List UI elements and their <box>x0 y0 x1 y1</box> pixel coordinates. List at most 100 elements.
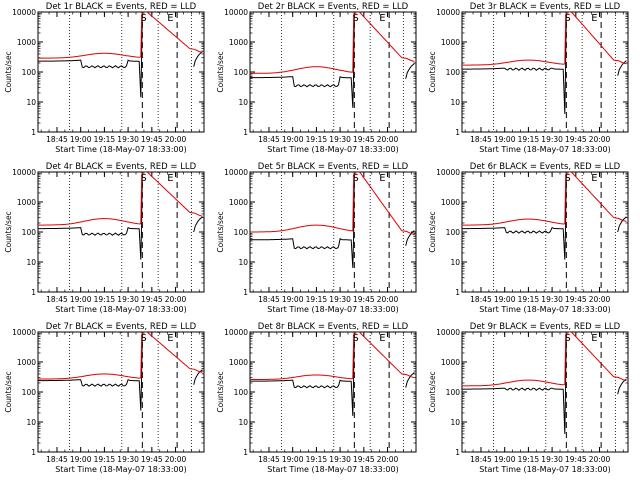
y-tick-label: 1000 <box>229 38 248 47</box>
marker-label-e: E <box>167 13 173 24</box>
marker-label-e: E <box>167 333 173 344</box>
x-tick-label: 20:00 <box>589 135 611 144</box>
plot-frame <box>461 331 629 453</box>
y-axis-label: Counts/sec <box>428 371 437 412</box>
y-tick-label: 1 <box>243 448 248 457</box>
y-tick-label: 10 <box>26 98 36 107</box>
y-tick-label: 10 <box>238 258 248 267</box>
events-series-line <box>250 172 355 268</box>
lld-series-line <box>250 332 415 380</box>
x-tick-label: 18:45 <box>46 135 68 144</box>
events-series-line <box>38 332 143 411</box>
x-tick-label: 19:15 <box>306 455 328 464</box>
marker-label-s: S <box>352 333 358 344</box>
plot-frame <box>37 11 205 133</box>
y-tick-label: 100 <box>22 68 37 77</box>
x-tick-label: 19:00 <box>494 455 516 464</box>
x-tick-label: 18:45 <box>470 455 492 464</box>
y-tick-label: 1 <box>31 288 36 297</box>
series-group <box>250 12 415 108</box>
x-tick-label: 19:30 <box>541 295 563 304</box>
y-axis-label: Counts/sec <box>216 371 225 412</box>
y-tick-label: 100 <box>446 68 461 77</box>
y-tick-label: 1 <box>243 288 248 297</box>
x-tick-label: 19:45 <box>353 455 375 464</box>
y-tick-label: 100 <box>234 68 249 77</box>
events-series-line <box>462 12 567 114</box>
events-series-line <box>38 12 143 98</box>
lld-series-line <box>462 172 627 226</box>
y-tick-label: 100 <box>446 388 461 397</box>
events-series-line <box>462 332 567 434</box>
marker-label-e: E <box>379 173 385 184</box>
y-tick-label: 10 <box>238 98 248 107</box>
x-tick-label: 20:00 <box>165 295 187 304</box>
marker-label-e: E <box>591 173 597 184</box>
y-tick-label: 1000 <box>441 358 460 367</box>
x-tick-label: 20:00 <box>377 295 399 304</box>
y-tick-label: 1000 <box>229 198 248 207</box>
x-tick-label: 19:00 <box>282 295 304 304</box>
y-tick-label: 1000 <box>441 38 460 47</box>
panel-title: Det 7r BLACK = Events, RED = LLD <box>46 322 197 332</box>
lld-series-line <box>250 12 415 74</box>
y-tick-label: 10000 <box>12 168 36 177</box>
x-axis-label: Start Time (18-May-07 18:33:00) <box>479 305 610 314</box>
series-group <box>38 172 203 260</box>
x-tick-label: 19:30 <box>329 295 351 304</box>
x-tick-label: 19:00 <box>70 295 92 304</box>
y-tick-label: 10 <box>450 258 460 267</box>
x-tick-label: 19:45 <box>353 135 375 144</box>
y-tick-label: 1 <box>31 128 36 137</box>
y-tick-label: 10000 <box>12 8 36 17</box>
x-tick-label: 19:15 <box>306 295 328 304</box>
y-tick-label: 100 <box>446 228 461 237</box>
lld-series-line <box>38 172 203 226</box>
x-tick-label: 20:00 <box>589 455 611 464</box>
events-series-tail <box>405 372 415 388</box>
series-group <box>462 332 627 434</box>
y-tick-label: 100 <box>234 388 249 397</box>
y-tick-label: 1 <box>31 448 36 457</box>
marker-label-e: E <box>591 13 597 24</box>
y-tick-label: 10000 <box>224 328 248 337</box>
x-tick-label: 18:45 <box>258 455 280 464</box>
events-series-tail <box>193 51 203 67</box>
panel-title: Det 5r BLACK = Events, RED = LLD <box>258 162 409 172</box>
y-tick-label: 10 <box>450 418 460 427</box>
events-series-tail <box>193 216 203 233</box>
x-tick-label: 18:45 <box>470 295 492 304</box>
lld-series-line <box>462 12 627 66</box>
y-tick-label: 1 <box>455 128 460 137</box>
x-tick-label: 20:00 <box>165 135 187 144</box>
x-axis-label: Start Time (18-May-07 18:33:00) <box>479 145 610 154</box>
x-tick-label: 20:00 <box>377 455 399 464</box>
events-series-line <box>250 332 355 416</box>
plot-frame <box>461 11 629 133</box>
plot-frame <box>37 171 205 293</box>
x-tick-label: 19:00 <box>494 295 516 304</box>
x-tick-label: 19:00 <box>282 455 304 464</box>
x-tick-label: 19:45 <box>141 135 163 144</box>
events-series-line <box>462 172 567 260</box>
x-tick-label: 19:15 <box>518 135 540 144</box>
y-tick-label: 10 <box>26 418 36 427</box>
y-tick-label: 10000 <box>436 8 460 17</box>
y-axis-label: Counts/sec <box>4 51 13 92</box>
y-axis-label: Counts/sec <box>216 211 225 252</box>
marker-label-s: S <box>352 173 358 184</box>
lld-series-line <box>38 332 203 380</box>
events-series-line <box>38 172 143 260</box>
x-tick-label: 18:45 <box>258 135 280 144</box>
events-series-tail <box>405 230 415 246</box>
y-tick-label: 10 <box>26 258 36 267</box>
x-tick-label: 19:45 <box>565 135 587 144</box>
events-series-tail <box>617 216 627 233</box>
y-axis-label: Counts/sec <box>428 51 437 92</box>
marker-label-s: S <box>564 173 570 184</box>
x-tick-label: 18:45 <box>46 295 68 304</box>
marker-label-s: S <box>564 333 570 344</box>
